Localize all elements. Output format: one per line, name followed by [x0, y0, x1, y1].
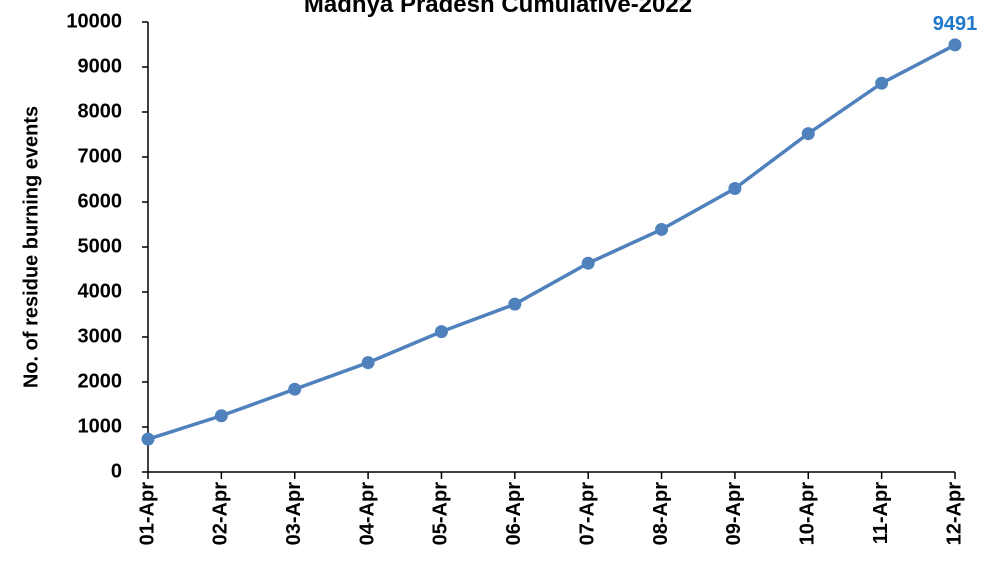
point [288, 382, 302, 396]
x-tick-label: 08-Apr [650, 482, 672, 546]
x-tick-label: 02-Apr [210, 482, 232, 546]
point [214, 409, 228, 423]
x-tick-label: 01-Apr [136, 482, 158, 546]
point [801, 127, 815, 141]
point [948, 38, 962, 52]
x-tick-label: 09-Apr [723, 482, 745, 546]
x-tick-label: 10-Apr [797, 482, 819, 546]
x-tick-label: 04-Apr [356, 482, 378, 546]
y-tick-label: 8000 [78, 100, 123, 122]
x-tick-label: 11-Apr [870, 482, 892, 544]
data-label: 9491 [933, 13, 978, 35]
y-tick-label: 4000 [78, 280, 123, 302]
point [141, 432, 155, 446]
point [875, 76, 889, 90]
line [147, 43, 956, 441]
y-tick-label: 7000 [78, 145, 123, 167]
y-tick-label: 1000 [78, 415, 123, 437]
point [728, 182, 742, 195]
y-axis-title: No. of residue burning events [20, 106, 42, 388]
y-tick-label: 5000 [78, 235, 123, 257]
point [508, 297, 522, 311]
y-tick-label: 3000 [78, 325, 123, 347]
point [361, 356, 375, 370]
y-tick-label: 6000 [78, 190, 123, 212]
point [434, 325, 448, 339]
chart-title: Madhya Pradesh Cumulative-2022 [304, 0, 692, 18]
x-tick-label: 06-Apr [503, 482, 525, 546]
x-tick-label: 05-Apr [430, 482, 452, 546]
x-tick-label: 07-Apr [576, 482, 598, 546]
x-tick-label: 12-Apr [943, 482, 965, 546]
y-tick-label: 9000 [78, 55, 123, 77]
point [655, 222, 669, 236]
y-tick-label: 0 [111, 460, 122, 482]
x-tick-label: 03-Apr [283, 482, 305, 546]
point [581, 256, 595, 270]
y-tick-label: 2000 [78, 370, 123, 392]
y-tick-label: 10000 [66, 10, 122, 32]
